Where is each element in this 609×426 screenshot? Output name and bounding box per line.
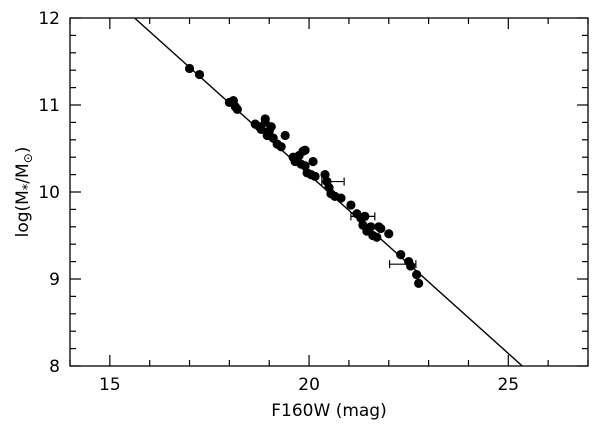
x-tick-label: 25 [497,375,519,395]
data-point [308,156,318,167]
data-point [336,193,346,203]
data-point [320,170,330,180]
x-tick-label: 15 [99,375,121,395]
y-title-suffix: ) [13,147,33,154]
data-point [300,145,310,155]
data-point [280,130,290,141]
data-point [256,124,266,134]
data-point [266,122,276,132]
data-point [366,222,376,232]
y-tick-label: 8 [49,357,60,377]
y-tick-label: 10 [38,183,60,203]
y-title-prefix: log(M [13,190,33,237]
data-point [412,270,422,280]
data-point [376,223,386,234]
data-point [414,278,424,288]
data-point [310,171,320,181]
data-point [276,142,286,152]
y-tick-label: 9 [49,270,60,290]
data-point [300,161,310,171]
data-point [184,63,195,74]
axis-ticks [69,17,589,367]
y-tick-label: 12 [38,9,60,29]
data-point [346,200,356,210]
data-point [384,229,394,239]
data-point [406,261,416,271]
y-title-mid: /M [13,163,33,183]
data-point [232,104,242,114]
data-point [372,232,382,242]
y-title-sub2: ⊙ [21,153,35,163]
data-point [396,250,406,260]
y-tick-label: 11 [38,96,60,116]
data-point [194,69,205,80]
x-tick-label: 20 [298,375,320,395]
tick-labels: 15 20 25 8 9 10 11 12 [38,9,519,395]
x-axis-title: F160W (mag) [271,401,386,421]
y-title-sub1: * [21,183,36,190]
data-point [360,211,370,221]
y-axis-title: log(M*/M⊙) [13,147,36,238]
data-points [184,63,424,288]
